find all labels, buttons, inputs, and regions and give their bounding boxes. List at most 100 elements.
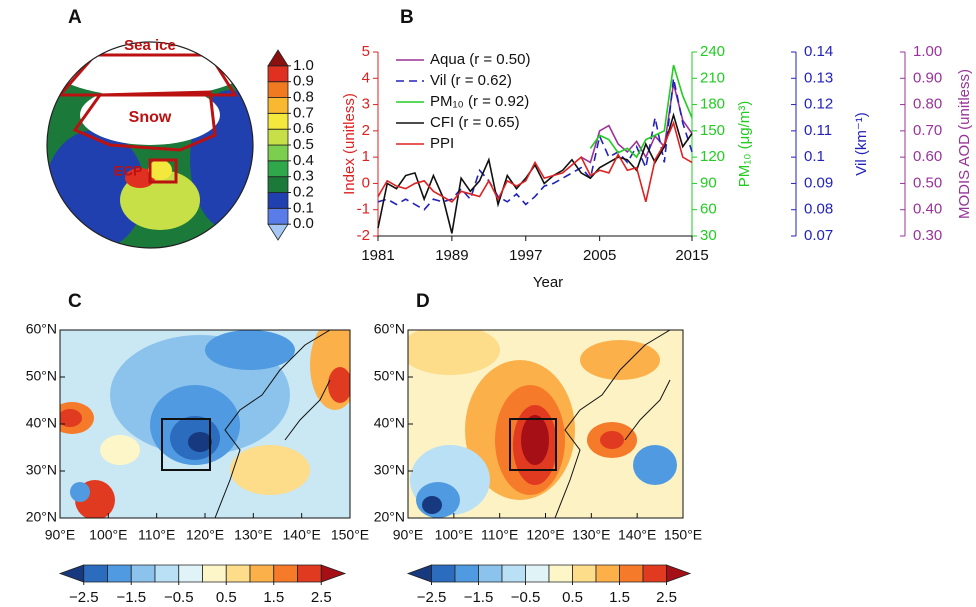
colorbar-tick-label: 0.4 [293,152,314,169]
x-tick-label: 110°E [481,527,518,543]
y-tick-label: 5 [362,43,370,60]
y-tick-label: 0.70 [913,122,942,139]
colorbar-tick-label: 0.7 [293,104,314,121]
colorbar-tick-label: −0.5 [164,589,194,606]
colorbar-swatch [58,564,85,583]
axis-title: PM₁₀ (μg/m³) [736,101,753,188]
colorbar-swatch [320,564,347,583]
colorbar-swatch [454,564,479,583]
colorbar-swatch [249,564,275,583]
series-line [377,112,693,234]
y-tick-label: 150 [700,122,725,139]
series-line [377,120,693,203]
y-tick-label: 0.12 [804,96,833,113]
colorbar-swatch [267,176,289,193]
y-tick-label: 30°N [26,462,57,478]
x-tick-label: 120°E [186,527,224,543]
y-tick-label: 30 [700,227,717,244]
y-tick-label: 0.60 [913,148,942,165]
x-tick-label: 140°E [283,527,321,543]
x-tick-label: 1997 [509,247,542,264]
colorbar-swatch [501,564,526,583]
y-tick-label: 240 [700,43,725,60]
colorbar-swatch [267,207,289,225]
annotation: ECP [114,163,143,179]
series-line [589,64,693,159]
panel-label: C [68,291,82,312]
y-tick-label: 0.08 [804,201,833,218]
panel-label: B [400,7,414,28]
colorbar-tick-label: 1.5 [609,589,630,606]
y-tick-label: 120 [700,148,725,165]
x-tick-label: 130°E [572,527,610,543]
colorbar-swatch [267,223,289,241]
y-tick-label: 50°N [26,368,57,384]
y-tick-label: 40°N [374,415,405,431]
y-tick-label: 50°N [374,368,405,384]
y-tick-label: 0 [362,174,370,191]
y-tick-label: 1 [362,148,370,165]
globe-outline [46,41,254,249]
colorbar-tick-label: 1.5 [263,589,284,606]
colorbar-swatch [267,112,289,130]
y-tick-label: 0.14 [804,43,833,60]
x-tick-label: 150°E [331,527,369,543]
y-tick-label: -1 [357,201,370,218]
colorbar-tick-label: 0.2 [293,183,314,200]
colorbar-swatch [548,564,573,583]
y-tick-label: 0.50 [913,174,942,191]
colorbar-tick-label: 0.5 [293,136,314,153]
y-tick-label: 0.09 [804,174,833,191]
colorbar-swatch [478,564,503,583]
y-tick-label: 0.11 [804,122,832,139]
colorbar-swatch [225,564,251,583]
colorbar-swatch [525,564,550,583]
colorbar-swatch [267,49,289,67]
y-tick-label: 60°N [26,321,57,337]
y-tick-label: 0.13 [804,69,833,86]
map-field [408,330,683,518]
x-tick-label: 1989 [435,247,468,264]
colorbar-tick-label: 2.5 [311,589,332,606]
colorbar-swatch [267,81,289,98]
colorbar-swatch [267,65,289,83]
x-tick-label: 100°E [89,527,127,543]
y-tick-label: 60°N [374,321,405,337]
y-tick-label: 20°N [374,509,405,525]
panel-label: D [416,291,430,312]
legend-label: PM₁₀ (r = 0.92) [430,93,529,110]
colorbar-swatch [273,564,298,583]
y-tick-label: 60 [700,201,717,218]
y-tick-label: 0.30 [913,227,942,244]
x-tick-label: 150°E [664,527,702,543]
colorbar-swatch [572,564,597,583]
colorbar-tick-label: −2.5 [417,589,447,606]
axis-title: Year [533,274,563,291]
colorbar-tick-label: −1.5 [116,589,146,606]
colorbar-swatch [642,564,667,583]
colorbar-swatch [406,564,432,583]
x-tick-label: 2015 [675,247,708,264]
globe-map [47,42,253,248]
y-tick-label: 0.07 [804,227,833,244]
colorbar-swatch [431,564,456,583]
colorbar-tick-label: 0.5 [562,589,583,606]
colorbar-tick-label: 0.6 [293,120,314,137]
colorbar-swatch [297,564,322,583]
x-tick-label: 140°E [618,527,656,543]
series-line [377,78,693,211]
x-tick-label: 110°E [138,527,175,543]
x-tick-label: 1981 [361,247,394,264]
colorbar-tick-label: 0.5 [216,589,237,606]
y-tick-label: 4 [362,69,370,86]
y-tick-label: 0.1 [804,148,825,165]
map-field [60,330,350,518]
axis-title: Vil (km⁻¹) [853,112,870,175]
x-tick-label: 90°E [45,527,76,543]
annotation: Snow [129,109,172,126]
colorbar-swatch [83,564,108,583]
y-tick-label: 2 [362,122,370,139]
axis-title: Index (unitless) [341,93,358,195]
colorbar-swatch [666,564,692,583]
